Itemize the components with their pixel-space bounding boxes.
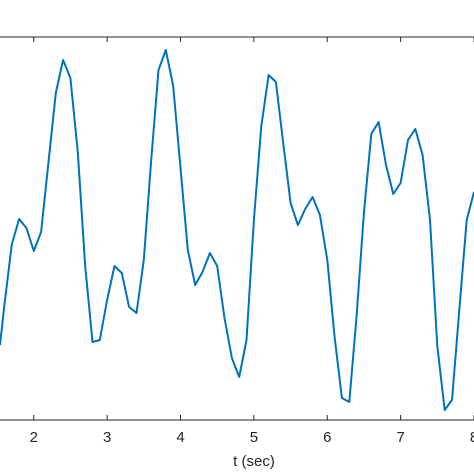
x-tick-label: 4: [176, 429, 184, 446]
x-axis-label: t (sec): [233, 453, 275, 470]
x-tick-label: 7: [396, 429, 404, 446]
x-tick-label: 5: [250, 429, 258, 446]
x-tick-label: 6: [323, 429, 331, 446]
data-line: [0, 49, 474, 411]
x-tick-label: 3: [103, 429, 111, 446]
x-tick-label: 2: [30, 429, 38, 446]
x-tick-label: 8: [470, 429, 474, 446]
